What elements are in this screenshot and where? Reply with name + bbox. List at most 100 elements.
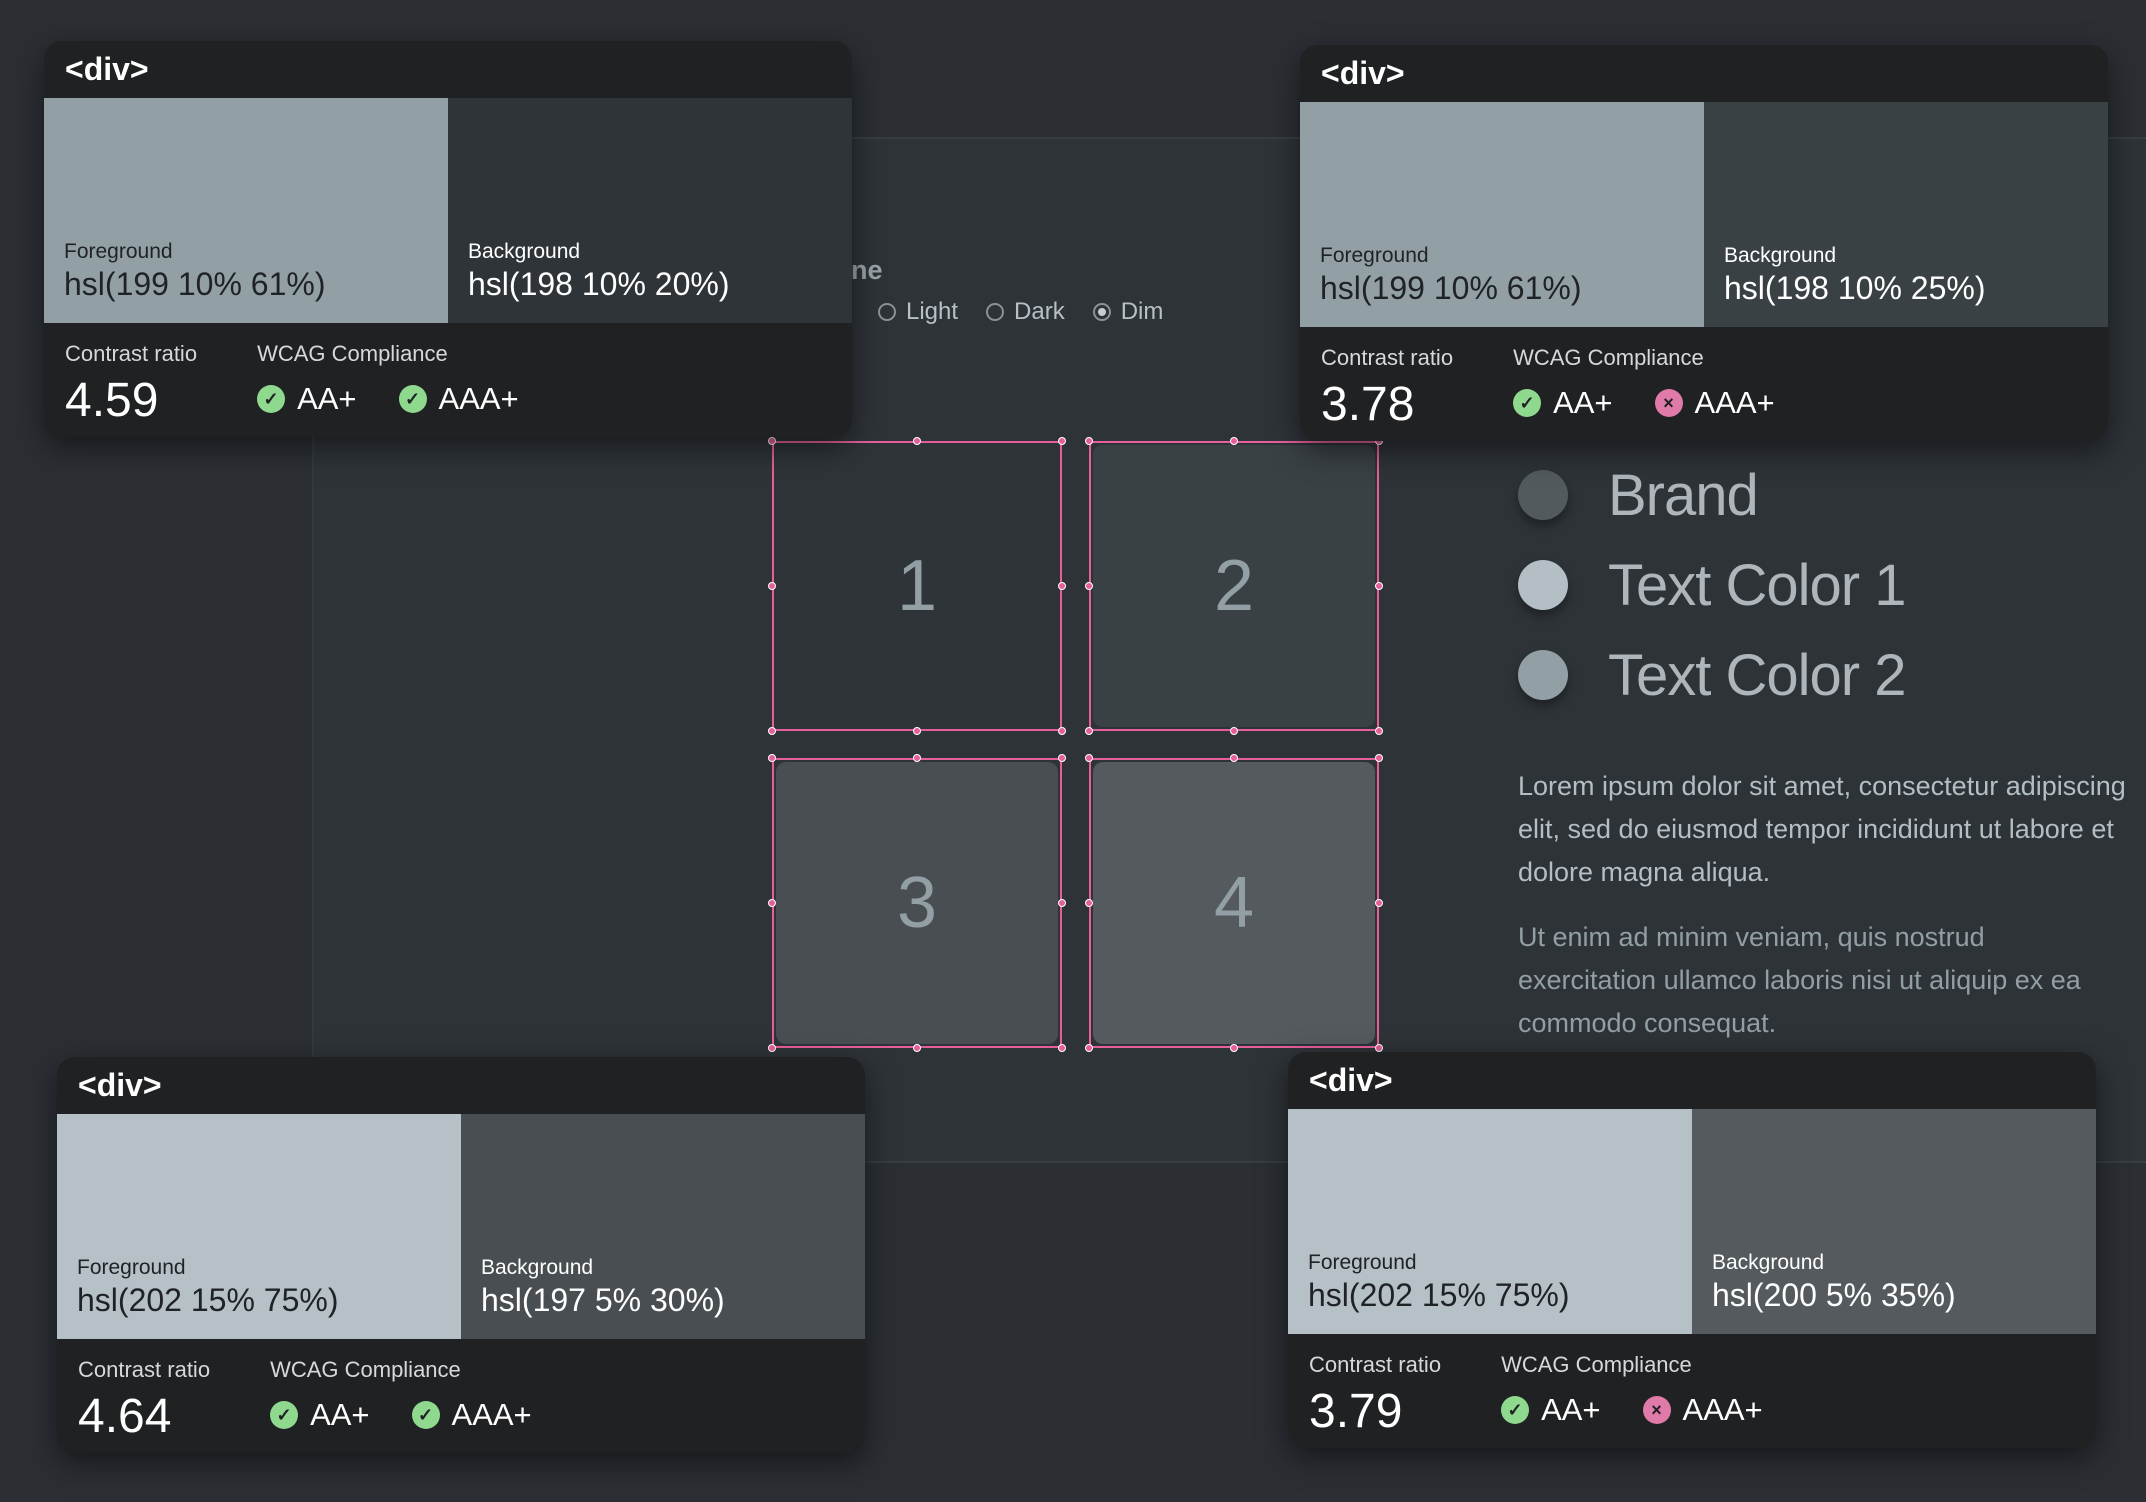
resize-handle[interactable] — [1085, 437, 1093, 445]
grid-box-3[interactable]: 3 — [768, 754, 1066, 1052]
resize-handle[interactable] — [1230, 1044, 1238, 1052]
resize-handle[interactable] — [1058, 582, 1066, 590]
resize-handle[interactable] — [1058, 437, 1066, 445]
resize-handle[interactable] — [768, 899, 776, 907]
radio-light[interactable]: Light — [878, 298, 958, 326]
resize-handle[interactable] — [1085, 754, 1093, 762]
box-label: 4 — [1213, 863, 1255, 943]
box-label: 1 — [896, 546, 938, 626]
resize-handle[interactable] — [1085, 899, 1093, 907]
resize-handle[interactable] — [1058, 1044, 1066, 1052]
radio-icon — [878, 303, 896, 321]
grid-box-2[interactable]: 2 — [1085, 437, 1383, 735]
grid-box-4[interactable]: 4 — [1085, 754, 1383, 1052]
swatch-label: Text Color 2 — [1608, 642, 1906, 708]
grid-box-1[interactable]: 1 — [768, 437, 1066, 735]
foreground-value: hsl(199 10% 61%) — [64, 266, 326, 302]
background-value: hsl(198 10% 20%) — [468, 266, 730, 302]
resize-handle[interactable] — [1375, 1044, 1383, 1052]
background-label: Background — [1712, 1251, 1825, 1274]
box-fill — [1093, 762, 1375, 1044]
resize-handle[interactable] — [1085, 582, 1093, 590]
radio-label: Light — [906, 298, 959, 325]
contrast-ratio-label: Contrast ratio — [1321, 345, 1454, 370]
resize-handle[interactable] — [913, 1044, 921, 1052]
contrast-ratio-value: 4.64 — [78, 1390, 172, 1443]
resize-handle[interactable] — [768, 727, 776, 735]
swatch-brand: Brand — [1518, 450, 1905, 540]
contrast-ratio-label: Contrast ratio — [1309, 1352, 1442, 1377]
resize-handle[interactable] — [1230, 437, 1238, 445]
resize-handle[interactable] — [1375, 899, 1383, 907]
resize-handle[interactable] — [768, 582, 776, 590]
foreground-swatch: Foreground hsl(199 10% 61%) — [1300, 102, 1704, 327]
resize-handle[interactable] — [1230, 727, 1238, 735]
resize-handle[interactable] — [1058, 727, 1066, 735]
foreground-label: Foreground — [77, 1256, 186, 1279]
element-tag: <div> — [1309, 1062, 1393, 1098]
theme-radio-group: Light Dark Dim — [878, 298, 1163, 326]
resize-handle[interactable] — [913, 437, 921, 445]
contrast-ratio-value: 3.78 — [1321, 378, 1415, 431]
paragraph-1: Lorem ipsum dolor sit amet, consectetur … — [1518, 771, 2126, 887]
resize-handle[interactable] — [1058, 899, 1066, 907]
box-label: 3 — [896, 863, 938, 943]
element-tag: <div> — [1321, 55, 1405, 91]
aa-label: AA+ — [1553, 385, 1613, 420]
element-tag: <div> — [65, 51, 149, 87]
aaa-label: AAA+ — [451, 1397, 532, 1432]
resize-handle[interactable] — [913, 727, 921, 735]
resize-handle[interactable] — [1085, 727, 1093, 735]
aaa-badge: × AAA+ — [1654, 385, 1775, 421]
check-circle-icon: ✓ — [1513, 389, 1542, 417]
paragraph-2: Ut enim ad minim veniam, quis nostrud ex… — [1518, 922, 2081, 1038]
resize-handle[interactable] — [1058, 754, 1066, 762]
swatch-text-color-1: Text Color 1 — [1518, 540, 1906, 630]
resize-handle[interactable] — [768, 1044, 776, 1052]
wcag-label: WCAG Compliance — [1501, 1352, 1692, 1377]
swatch-label: Text Color 1 — [1608, 552, 1906, 618]
box-fill — [776, 445, 1058, 727]
swatch-list: Brand Text Color 1 Text Color 2 — [1518, 450, 1906, 720]
resize-handle[interactable] — [1375, 754, 1383, 762]
aa-label: AA+ — [297, 381, 357, 416]
aaa-badge: ✓ AAA+ — [398, 381, 519, 417]
aa-label: AA+ — [1541, 1392, 1601, 1427]
aa-badge: ✓ AA+ — [270, 1397, 370, 1433]
aa-badge: ✓ AA+ — [1513, 385, 1613, 421]
aa-label: AA+ — [310, 1397, 370, 1432]
x-circle-icon: × — [1654, 389, 1683, 417]
contrast-tooltip-card: <div> Foreground hsl(199 10% 61%) Backgroun… — [1300, 45, 2108, 441]
radio-label: Dark — [1014, 298, 1065, 325]
background-value: hsl(197 5% 30%) — [481, 1282, 725, 1318]
check-circle-icon: ✓ — [270, 1401, 299, 1429]
resize-handle[interactable] — [1230, 754, 1238, 762]
radio-dim[interactable]: Dim — [1092, 298, 1163, 326]
contrast-tooltip-card: <div> Foreground hsl(202 15% 75%) Backgroun… — [57, 1057, 865, 1453]
resize-handle[interactable] — [768, 437, 776, 445]
wcag-label: WCAG Compliance — [257, 341, 448, 366]
background-label: Background — [1724, 244, 1837, 267]
check-circle-icon: ✓ — [1501, 1396, 1530, 1424]
radio-dark[interactable]: Dark — [986, 298, 1065, 326]
background-value: hsl(198 10% 25%) — [1724, 270, 1986, 306]
aaa-label: AAA+ — [438, 381, 519, 416]
x-circle-icon: × — [1642, 1396, 1671, 1424]
resize-handle[interactable] — [1375, 582, 1383, 590]
resize-handle[interactable] — [768, 754, 776, 762]
check-circle-icon: ✓ — [398, 385, 427, 413]
contrast-ratio-label: Contrast ratio — [78, 1357, 211, 1382]
element-tag: <div> — [78, 1067, 162, 1103]
foreground-value: hsl(202 15% 75%) — [1308, 1277, 1570, 1313]
contrast-tooltip-card: <div> Foreground hsl(202 15% 75%) Backgroun… — [1288, 1052, 2096, 1448]
foreground-label: Foreground — [64, 240, 173, 263]
contrast-tooltip-card: <div> Foreground hsl(199 10% 61%) Backgroun… — [44, 41, 852, 437]
foreground-swatch: Foreground hsl(202 15% 75%) — [57, 1114, 461, 1339]
radio-icon — [986, 303, 1005, 321]
background-swatch: Background hsl(198 10% 25%) — [1704, 102, 2108, 327]
resize-handle[interactable] — [1085, 1044, 1093, 1052]
resize-handle[interactable] — [913, 754, 921, 762]
aa-badge: ✓ AA+ — [257, 381, 357, 417]
resize-handle[interactable] — [1375, 727, 1383, 735]
background-label: Background — [468, 240, 581, 263]
